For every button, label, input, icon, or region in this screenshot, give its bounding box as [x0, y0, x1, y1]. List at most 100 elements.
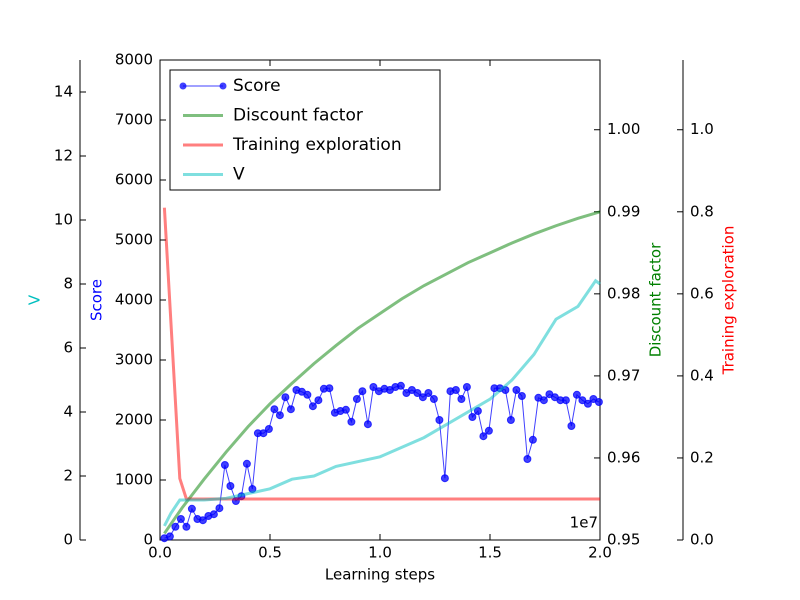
y-tick-label: 5000 — [115, 231, 153, 249]
data-point — [429, 395, 438, 403]
y-tick-label: 2000 — [115, 411, 153, 429]
data-point — [165, 532, 174, 541]
y-axis-label: Discount factor — [647, 242, 665, 357]
y-tick-label: 8000 — [115, 51, 153, 69]
data-point — [270, 405, 279, 414]
data-point — [468, 413, 477, 421]
data-point — [369, 383, 378, 391]
data-point — [572, 390, 581, 399]
data-point — [479, 432, 488, 441]
y-tick-label: 0.8 — [690, 202, 714, 220]
y-tick-label: 0.98 — [607, 284, 640, 302]
x-tick-label: 1.0 — [368, 544, 392, 562]
y-tick-label: 10 — [54, 211, 73, 229]
y-tick-label: 12 — [54, 147, 73, 165]
data-point — [264, 425, 273, 433]
y-tick-label: 0 — [63, 531, 73, 549]
y-tick-label: 0.0 — [690, 531, 714, 549]
x-tick-label: 0.0 — [148, 544, 172, 562]
y-tick-label: 14 — [54, 83, 73, 101]
data-point — [457, 395, 466, 403]
data-point — [578, 396, 587, 405]
data-point — [506, 416, 515, 424]
y-tick-label: 0.99 — [607, 202, 640, 220]
data-point — [583, 399, 592, 408]
data-point — [352, 395, 361, 403]
legend-label: V — [233, 165, 245, 185]
data-point — [484, 426, 493, 435]
data-point — [303, 390, 312, 399]
y-tick-label: 4 — [63, 403, 73, 421]
y-tick-label: 3000 — [115, 351, 153, 369]
data-point — [314, 396, 323, 405]
data-point — [396, 381, 405, 390]
data-point — [539, 396, 548, 405]
y-tick-label: 6 — [63, 339, 73, 357]
data-point — [347, 417, 356, 426]
x-tick-label: 2.0 — [588, 544, 612, 562]
series-line — [162, 207, 600, 501]
x-axis-label: Learning steps — [325, 566, 435, 584]
data-point — [182, 522, 191, 531]
series-line — [163, 278, 601, 527]
data-point — [286, 405, 295, 414]
y-tick-label: 1000 — [115, 471, 153, 489]
data-point — [451, 386, 460, 394]
data-point — [517, 392, 526, 400]
data-point — [259, 429, 268, 438]
data-point — [424, 389, 433, 397]
y-tick-label: 0.6 — [690, 284, 714, 302]
legend-box — [169, 69, 441, 191]
data-point — [325, 384, 334, 393]
data-point — [215, 504, 224, 513]
y-tick-label: 0.96 — [607, 448, 640, 466]
x-offset-label: 1e7 — [570, 514, 598, 532]
y-tick-label: 0 — [143, 531, 153, 549]
y-axis-label: V — [26, 294, 44, 305]
x-tick-label: 1.5 — [478, 544, 502, 562]
legend-label: Training exploration — [232, 135, 402, 155]
data-point — [561, 396, 570, 405]
data-point — [435, 416, 444, 424]
y-tick-label: 0.2 — [690, 448, 714, 466]
y-tick-label: 4000 — [115, 291, 153, 309]
data-point — [242, 459, 251, 468]
y-tick-label: 0.97 — [607, 366, 640, 384]
y-tick-label: 6000 — [115, 171, 153, 189]
data-point — [363, 420, 372, 429]
legend-label: Score — [233, 76, 281, 96]
series-line — [164, 385, 600, 539]
data-point — [462, 383, 471, 391]
data-point — [341, 405, 350, 414]
data-point — [275, 411, 284, 420]
y-tick-label: 2 — [63, 467, 73, 485]
data-point — [209, 510, 218, 519]
series-line — [163, 210, 601, 535]
legend-label: Discount factor — [233, 106, 363, 126]
data-point — [176, 515, 185, 523]
y-tick-label: 7000 — [115, 111, 153, 129]
y-tick-label: 1.00 — [607, 120, 640, 138]
data-point — [187, 504, 196, 513]
data-point — [413, 389, 422, 397]
data-point — [171, 522, 180, 531]
y-axis-label: Training exploration — [720, 226, 738, 376]
data-point — [567, 422, 576, 430]
data-point — [523, 455, 532, 463]
legend-marker — [179, 82, 187, 90]
x-tick-label: 0.5 — [258, 544, 282, 562]
data-point — [528, 435, 537, 444]
data-point — [512, 386, 521, 394]
data-point — [418, 393, 427, 402]
y-tick-label: 0.95 — [607, 531, 640, 549]
data-point — [281, 393, 290, 402]
data-point — [594, 398, 603, 406]
data-point — [220, 461, 229, 469]
y-tick-label: 8 — [63, 275, 73, 293]
legend-marker — [219, 82, 227, 90]
data-point — [358, 387, 367, 396]
y-axis-label: Score — [88, 279, 106, 321]
y-tick-label: 0.4 — [690, 366, 714, 384]
data-point — [440, 474, 449, 483]
